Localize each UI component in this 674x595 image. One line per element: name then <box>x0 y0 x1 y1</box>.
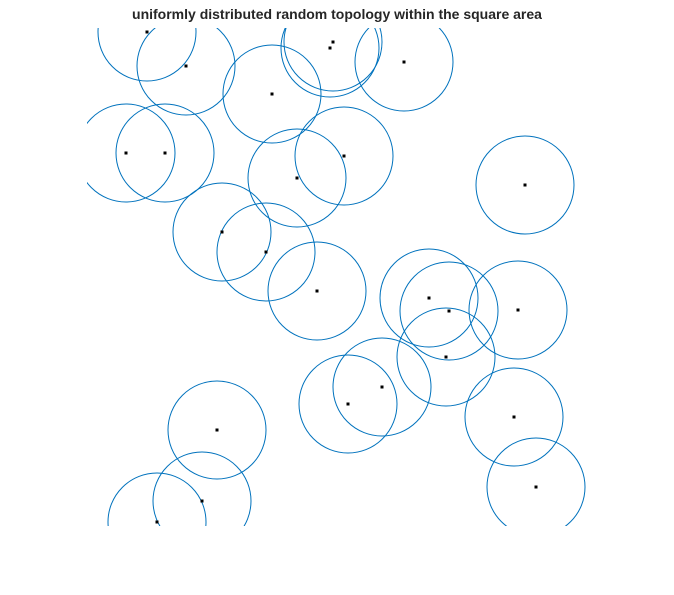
node-point-9 <box>342 154 346 158</box>
node-point-25 <box>155 520 159 524</box>
node-point-21 <box>512 415 516 419</box>
node-point-12 <box>220 230 224 234</box>
node-point-24 <box>200 499 204 503</box>
range-circle-8 <box>115 103 215 203</box>
node-point-8 <box>163 151 167 155</box>
node-point-15 <box>427 296 431 300</box>
node-point-10 <box>295 176 299 180</box>
range-circle-15 <box>379 248 479 348</box>
node-point-4 <box>328 46 332 50</box>
communication-ranges <box>87 28 586 526</box>
range-circle-18 <box>396 307 496 407</box>
node-point-2 <box>184 64 188 68</box>
node-point-20 <box>346 402 350 406</box>
range-circle-6 <box>222 44 322 144</box>
node-point-16 <box>447 309 451 313</box>
sensor-nodes <box>124 30 538 524</box>
range-circle-5 <box>354 28 454 112</box>
range-circle-17 <box>468 260 568 360</box>
range-circle-20 <box>298 354 398 454</box>
node-point-11 <box>523 183 527 187</box>
node-point-3 <box>331 40 335 44</box>
range-circle-23 <box>486 437 586 526</box>
node-point-1 <box>145 30 149 34</box>
node-point-13 <box>264 250 268 254</box>
chart-title: uniformly distributed random topology wi… <box>132 6 542 22</box>
range-circle-11 <box>475 135 575 235</box>
range-circle-16 <box>399 261 499 361</box>
range-circle-9 <box>294 106 394 206</box>
range-circle-2 <box>136 28 236 116</box>
range-circle-14 <box>267 241 367 341</box>
node-point-22 <box>215 428 219 432</box>
node-point-17 <box>516 308 520 312</box>
node-point-19 <box>380 385 384 389</box>
range-circle-10 <box>247 128 347 228</box>
range-circle-25 <box>107 472 207 526</box>
node-point-18 <box>444 355 448 359</box>
node-point-7 <box>124 151 128 155</box>
node-point-23 <box>534 485 538 489</box>
range-circle-12 <box>172 182 272 282</box>
range-circle-21 <box>464 367 564 467</box>
range-circle-7 <box>87 103 176 203</box>
range-circle-4 <box>280 28 380 98</box>
node-point-6 <box>270 92 274 96</box>
range-circle-24 <box>152 451 252 526</box>
node-point-14 <box>315 289 319 293</box>
range-circle-1 <box>97 28 197 82</box>
node-point-5 <box>402 60 406 64</box>
range-circle-3 <box>283 28 383 92</box>
range-circle-22 <box>167 380 267 480</box>
range-circle-13 <box>216 202 316 302</box>
range-circle-19 <box>332 337 432 437</box>
